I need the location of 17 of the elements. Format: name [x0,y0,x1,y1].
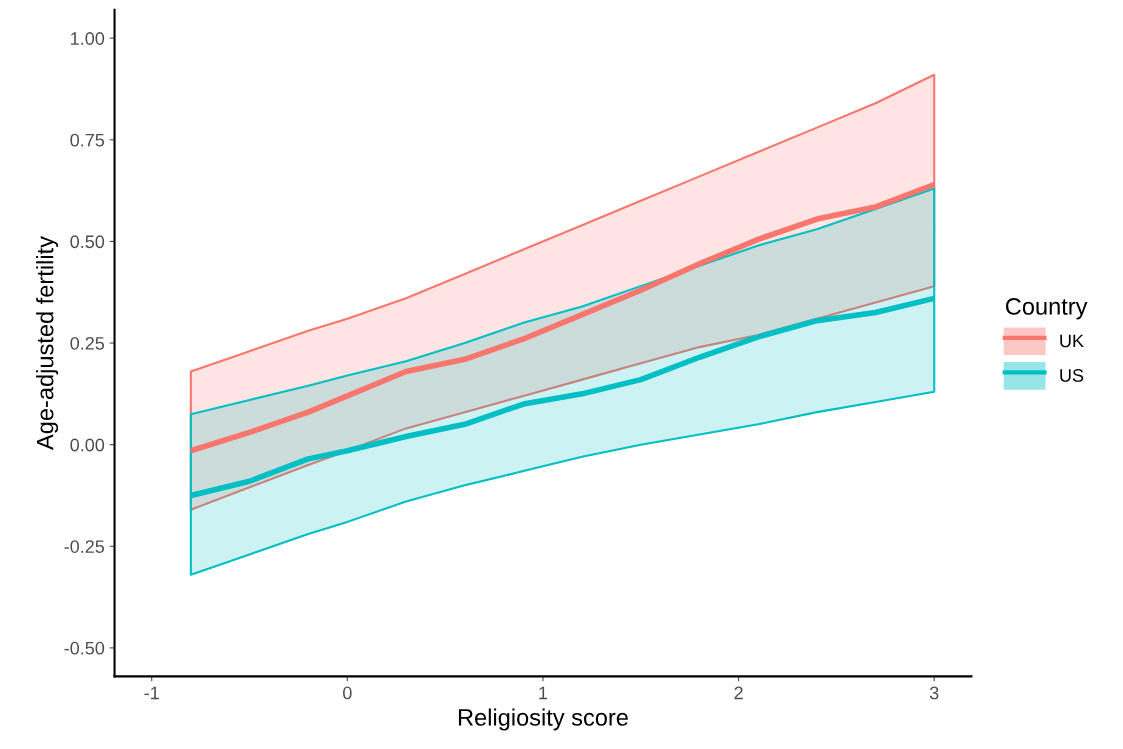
legend-title: Country [1005,298,1088,320]
x-axis-title: Religiosity score [458,708,628,731]
legend-label: UK [1060,334,1084,348]
x-tick-label: 2 [734,686,743,700]
y-tick-label: 0.25 [70,336,105,350]
x-tick-label: -1 [144,686,159,700]
y-tick-label: -0.50 [64,641,105,655]
y-axis-title: Age-adjusted fertility [36,236,59,450]
y-tick-label: 0.00 [70,438,105,452]
x-tick-label: 3 [929,686,939,700]
y-tick-label: 0.50 [70,235,105,249]
x-tick-label: 1 [539,686,548,700]
legend-label: US [1060,369,1084,382]
y-tick-label: 1.00 [71,32,105,45]
x-tick-label: 0 [343,686,352,700]
y-tick-label: -0.25 [64,540,105,553]
y-tick-label: 0.75 [70,133,105,147]
